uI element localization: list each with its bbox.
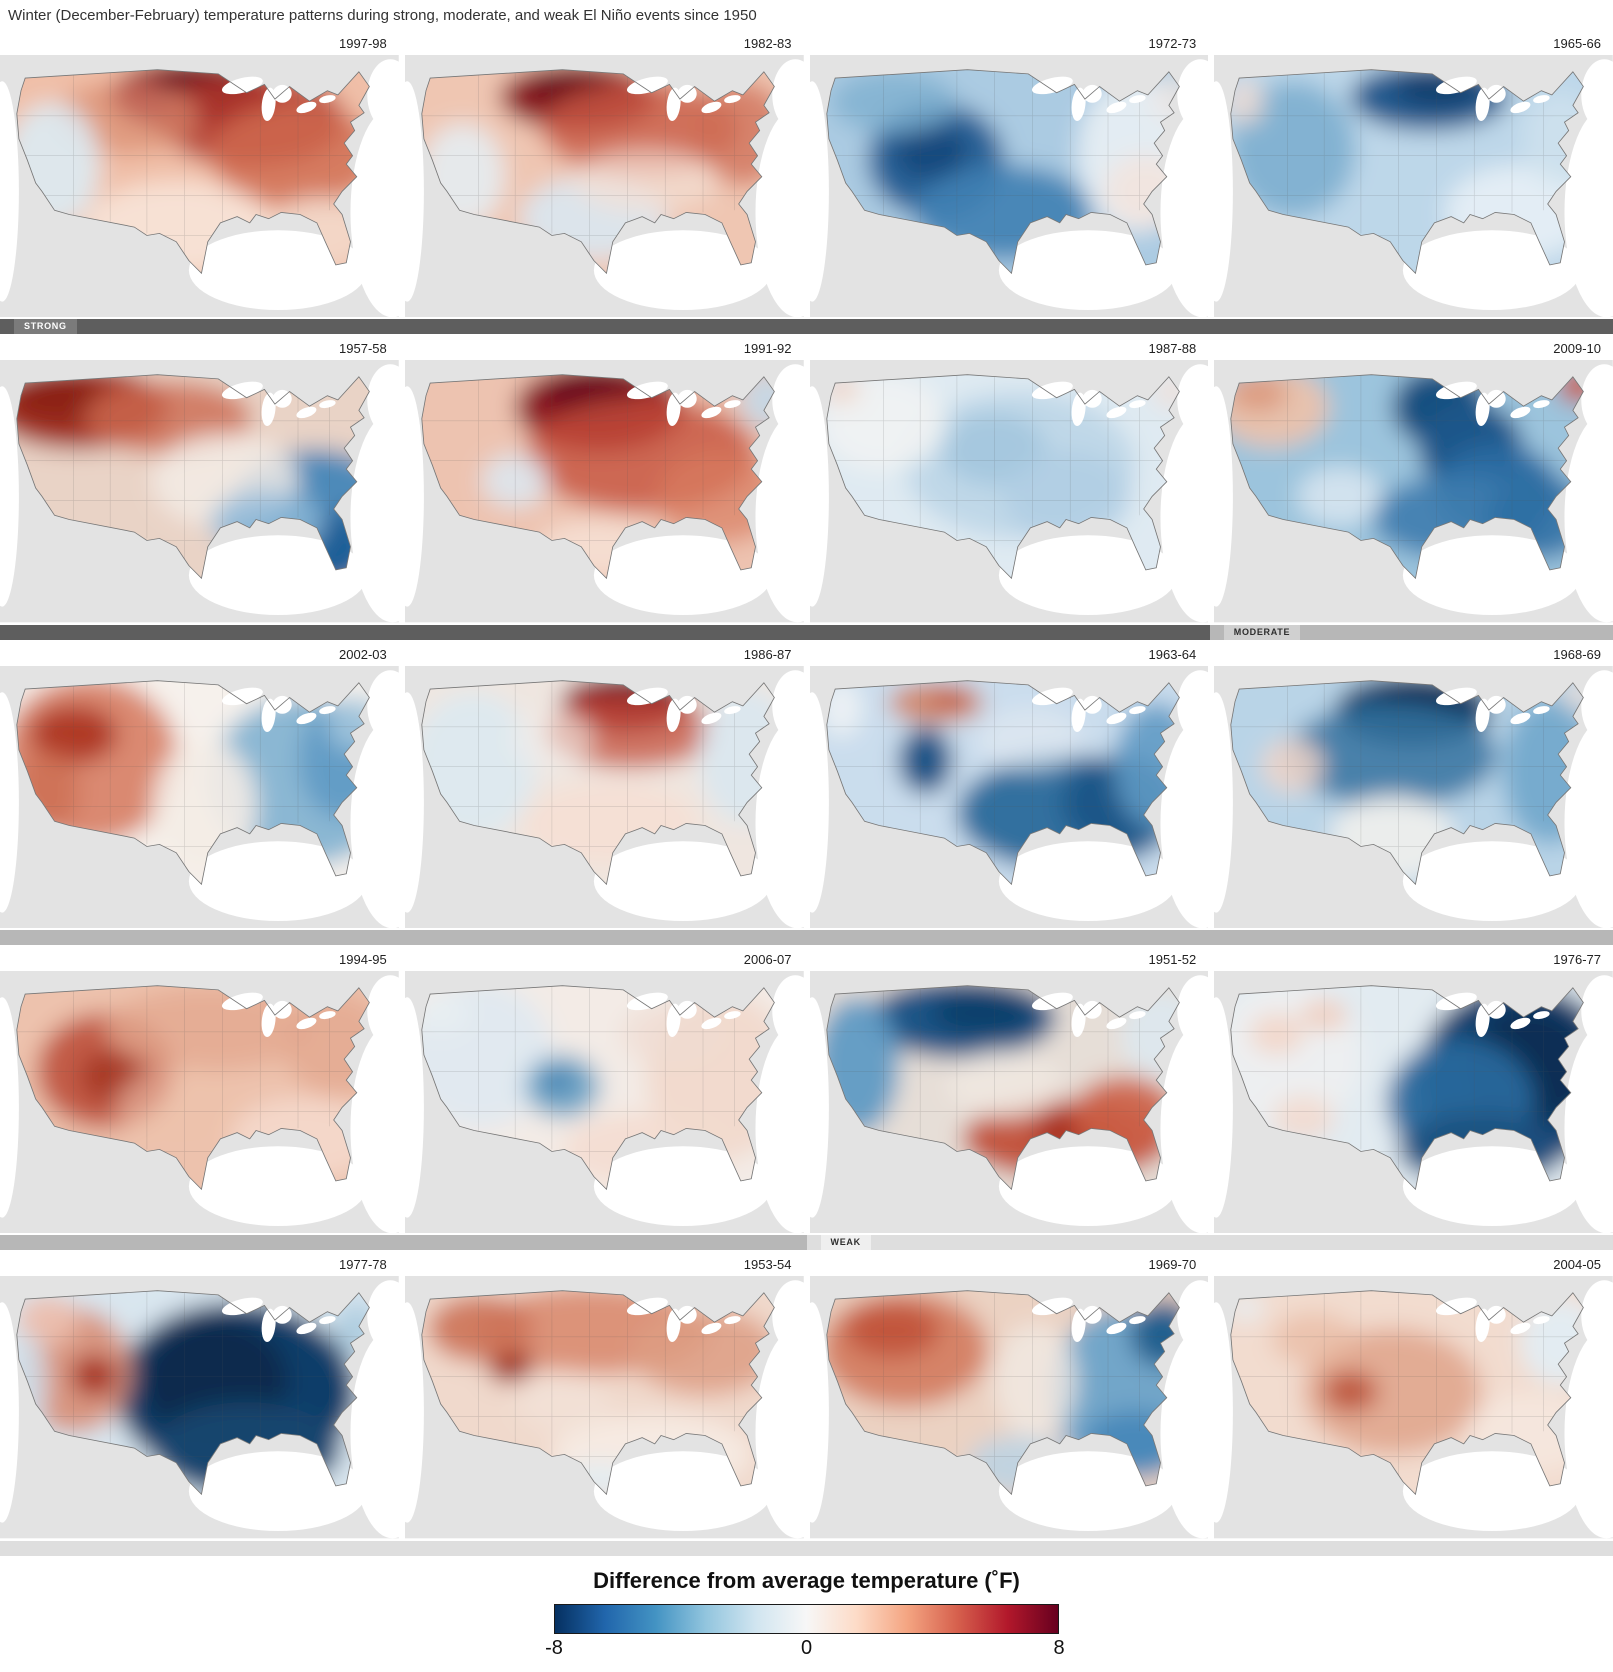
us-temperature-anomaly-map [0,1276,399,1538]
map-panel-1986-87: 1986-87 [405,640,804,928]
legend-title: Difference from average temperature (˚F) [0,1568,1613,1594]
panel-year-label: 1997-98 [0,29,399,55]
legend: Difference from average temperature (˚F)… [0,1568,1613,1672]
category-label: STRONG [14,319,77,334]
us-temperature-anomaly-map [405,360,804,622]
us-temperature-anomaly-map [1214,971,1613,1233]
panel-year-label: 1953-54 [405,1250,804,1276]
panel-year-label: 1957-58 [0,334,399,360]
legend-color-gradient-bar [554,1604,1059,1634]
panel-year-label: 1991-92 [405,334,804,360]
panel-year-label: 2009-10 [1214,334,1613,360]
category-bar-segment [0,930,1613,945]
us-temperature-anomaly-map [1214,666,1613,928]
panel-year-label: 1987-88 [810,334,1209,360]
us-temperature-anomaly-map [810,55,1209,317]
map-panel-1953-54: 1953-54 [405,1250,804,1538]
map-panel-1951-52: 1951-52 [810,945,1209,1233]
map-panel-1997-98: 1997-98 [0,29,399,317]
panel-year-label: 1969-70 [810,1250,1209,1276]
us-temperature-anomaly-map [810,360,1209,622]
map-panel-1976-77: 1976-77 [1214,945,1613,1233]
panel-year-label: 2006-07 [405,945,804,971]
us-temperature-anomaly-map [405,666,804,928]
us-temperature-anomaly-map [1214,55,1613,317]
map-panel-1969-70: 1969-70 [810,1250,1209,1538]
panel-year-label: 1977-78 [0,1250,399,1276]
category-bar-segment: STRONG [0,319,1613,334]
us-temperature-anomaly-map [405,55,804,317]
us-temperature-anomaly-map [810,1276,1209,1538]
map-panel-1963-64: 1963-64 [810,640,1209,928]
map-panel-1994-95: 1994-95 [0,945,399,1233]
map-panel-1968-69: 1968-69 [1214,640,1613,928]
category-bar-segment: MODERATE [1210,625,1613,640]
panel-year-label: 1982-83 [405,29,804,55]
us-temperature-anomaly-map [810,971,1209,1233]
category-label: MODERATE [1224,625,1300,640]
map-panel-1991-92: 1991-92 [405,334,804,622]
category-divider-bar: STRONG [0,319,1613,334]
us-temperature-anomaly-map [0,666,399,928]
category-divider-bar [0,1541,1613,1556]
category-label: WEAK [821,1235,871,1250]
panel-year-label: 1951-52 [810,945,1209,971]
map-panel-1972-73: 1972-73 [810,29,1209,317]
panel-year-label: 1986-87 [405,640,804,666]
panel-year-label: 2004-05 [1214,1250,1613,1276]
us-temperature-anomaly-map [1214,1276,1613,1538]
us-temperature-anomaly-map [405,1276,804,1538]
panel-year-label: 1976-77 [1214,945,1613,971]
panel-year-label: 1994-95 [0,945,399,971]
map-panel-1977-78: 1977-78 [0,1250,399,1538]
map-panel-1982-83: 1982-83 [405,29,804,317]
map-panel-1957-58: 1957-58 [0,334,399,622]
map-panel-2006-07: 2006-07 [405,945,804,1233]
category-bar-segment [0,625,1210,640]
map-panel-2009-10: 2009-10 [1214,334,1613,622]
category-bar-segment [0,1235,807,1250]
panel-year-label: 1963-64 [810,640,1209,666]
panel-year-label: 1968-69 [1214,640,1613,666]
page-title: Winter (December-February) temperature p… [0,0,1613,29]
category-bar-segment: WEAK [807,1235,1613,1250]
legend-tick: -8 [545,1637,563,1660]
us-temperature-anomaly-map [1214,360,1613,622]
us-temperature-anomaly-map [0,971,399,1233]
category-divider-bar: MODERATE [0,625,1613,640]
us-temperature-anomaly-map [810,666,1209,928]
panel-year-label: 1972-73 [810,29,1209,55]
map-panel-1965-66: 1965-66 [1214,29,1613,317]
legend-tick: 0 [801,1637,812,1660]
legend-tick: 8 [1053,1637,1064,1660]
us-temperature-anomaly-map [405,971,804,1233]
page-header: Winter (December-February) temperature p… [0,0,1613,29]
panel-year-label: 1965-66 [1214,29,1613,55]
category-bar-segment [0,1541,1613,1556]
category-divider-bar [0,930,1613,945]
category-divider-bar: WEAK [0,1235,1613,1250]
map-panel-1987-88: 1987-88 [810,334,1209,622]
map-panel-2004-05: 2004-05 [1214,1250,1613,1538]
map-panel-2002-03: 2002-03 [0,640,399,928]
us-temperature-anomaly-map [0,55,399,317]
us-temperature-anomaly-map [0,360,399,622]
panel-year-label: 2002-03 [0,640,399,666]
